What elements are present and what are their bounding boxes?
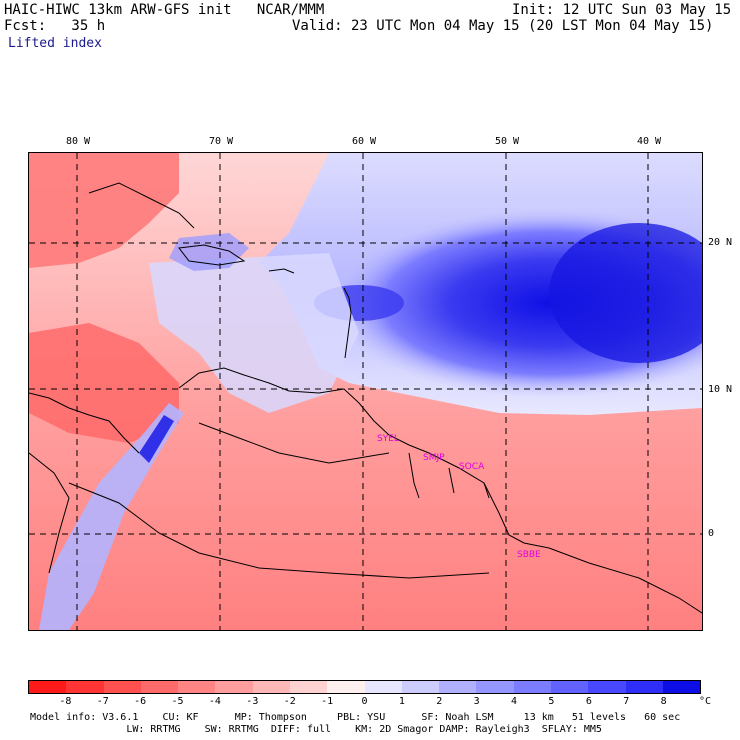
lat-label-0: 0 [708,528,715,539]
colorbar-segment [140,681,179,693]
andes-stable-core [139,415,174,463]
colorbar-segment [103,681,141,693]
forecast-map: SYEL SMJP SOCA SBBE [28,152,703,631]
colorbar-segment [550,681,589,693]
colorbar-label: 7 [623,696,630,707]
colorbar-segment [289,681,328,693]
northwest-unstable-area [29,153,179,268]
forecast-hour: Fcst: 35 h [4,18,106,34]
colorbar-segment [588,681,626,693]
colorbar-segment [66,681,104,693]
colorbar-label: -8 [59,696,72,707]
graticule [29,153,702,630]
colorbar-label: -3 [246,696,259,707]
colorbar-label: 2 [436,696,443,707]
colorbar-label: -2 [283,696,296,707]
site-smjp: SMJP [423,453,445,463]
colorbar-segment [476,681,514,693]
lon-label-80w: 80 W [66,136,91,147]
colorbar-segment [215,681,253,693]
lifted-index-field: SYEL SMJP SOCA SBBE [29,153,702,630]
colorbar-label: 0 [361,696,368,707]
colorbar-segment [178,681,216,693]
colorbar-label: 4 [511,696,518,707]
model-title: HAIC-HIWC 13km ARW-GFS init NCAR/MMM [4,2,325,18]
site-sbbe: SBBE [517,550,541,560]
site-syel: SYEL [377,434,399,444]
lon-label-70w: 70 W [209,136,234,147]
field-name: Lifted index [8,36,102,51]
model-info-line2: LW: RRTMG SW: RRTMG DIFF: full KM: 2D Sm… [30,724,602,735]
colorbar-label: 5 [548,696,555,707]
lat-label-10n: 10 N [708,384,733,395]
colorbar-label: 1 [398,696,405,707]
stable-core-east [549,223,702,363]
model-info-line1: Model info: V3.6.1 CU: KF MP: Thompson P… [30,712,681,723]
colorbar [28,680,701,694]
central-america-unstable-area [29,323,179,443]
colorbar-segment [29,681,67,693]
colorbar-label: -5 [171,696,184,707]
lat-label-20n: 20 N [708,237,733,248]
caribbean-light-stable [149,253,359,413]
colorbar-segment [662,681,701,693]
colorbar-label: -7 [96,696,109,707]
colorbar-label: 6 [585,696,592,707]
lon-label-40w: 40 W [637,136,662,147]
lon-label-50w: 50 W [495,136,520,147]
colorbar-segment [625,681,663,693]
colorbar-label: -4 [208,696,221,707]
valid-time: Valid: 23 UTC Mon 04 May 15 (20 LST Mon … [292,18,714,34]
colorbar-segment [401,681,440,693]
colorbar-segment [439,681,477,693]
init-time: Init: 12 UTC Sun 03 May 15 [512,2,732,18]
colorbar-label: °C [698,696,712,707]
colorbar-label: 8 [660,696,667,707]
colorbar-segment [252,681,290,693]
colorbar-segment [364,681,402,693]
colorbar-segment [327,681,365,693]
colorbar-segment [513,681,551,693]
lon-label-60w: 60 W [352,136,377,147]
coastlines [29,182,702,614]
colorbar-label: -6 [134,696,147,707]
colorbar-label: -1 [321,696,334,707]
colorbar-label: 3 [473,696,480,707]
site-soca: SOCA [459,462,485,472]
